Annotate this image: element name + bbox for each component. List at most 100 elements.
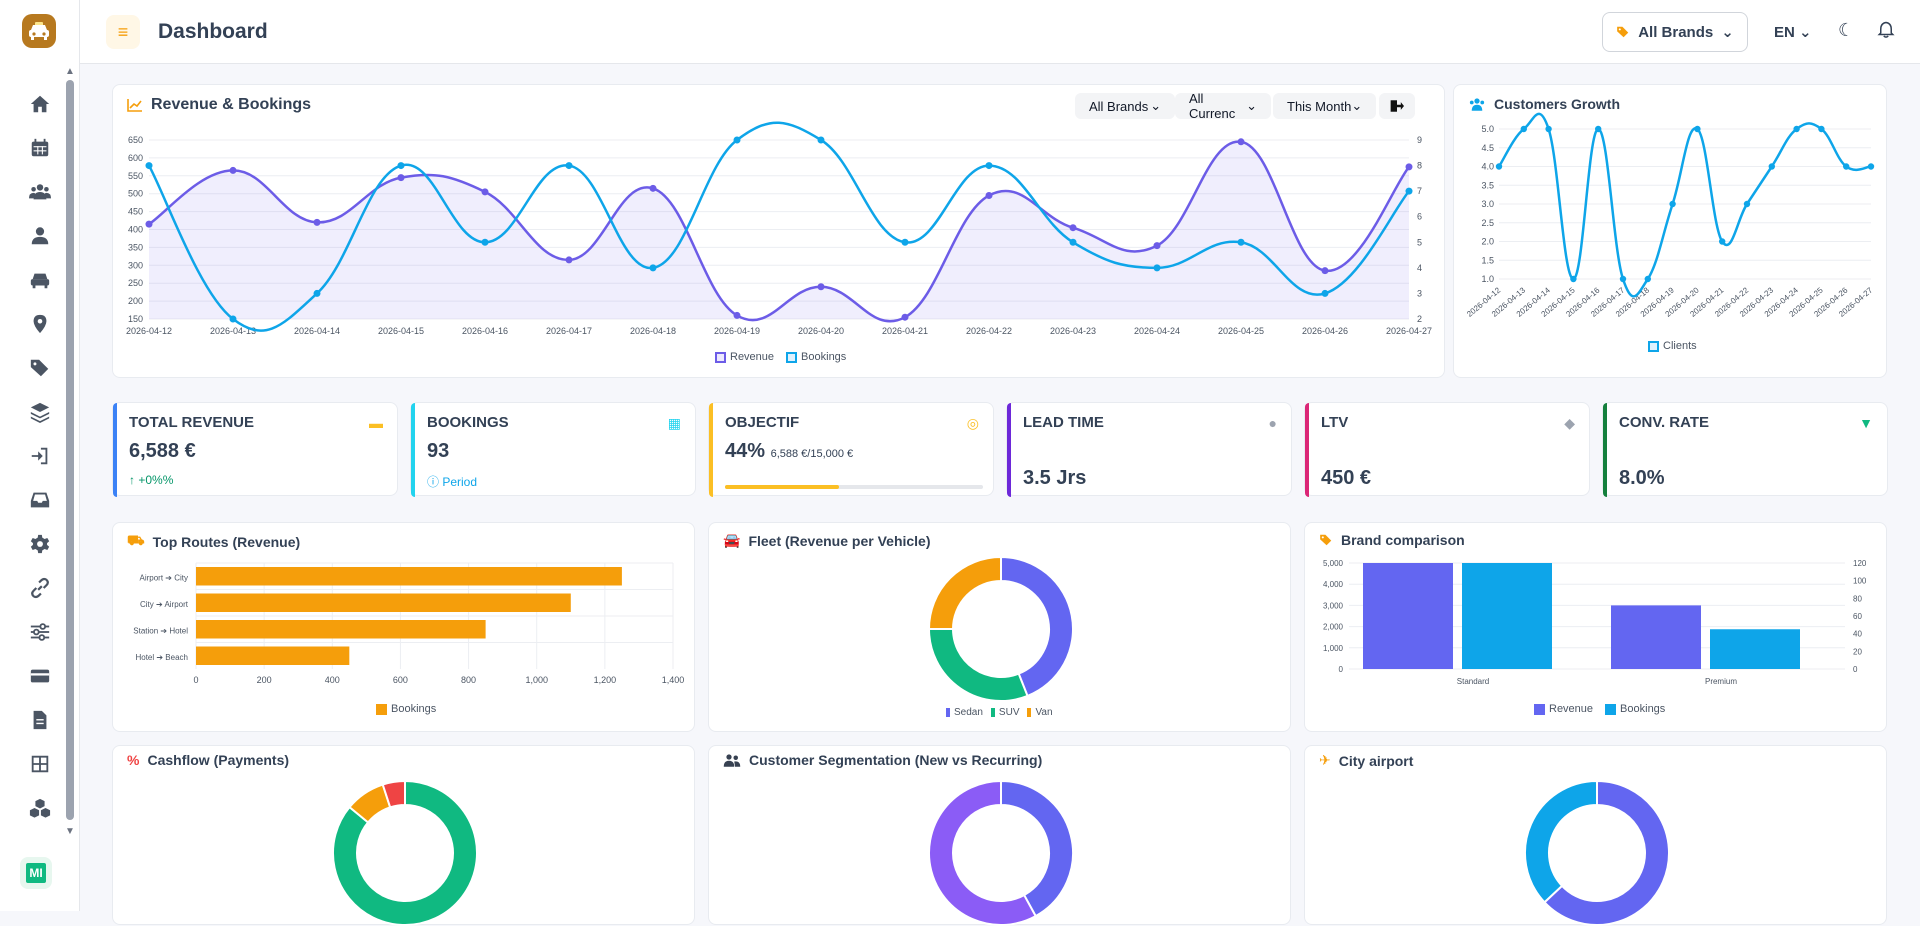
x-tick-label: Standard — [1457, 677, 1489, 686]
sidebar-item-vehicles[interactable] — [0, 258, 80, 302]
legend-bookings[interactable]: Bookings — [1605, 703, 1665, 715]
legend-bookings[interactable]: Bookings — [376, 703, 436, 715]
line-chart-icon — [127, 99, 142, 112]
legend-clients[interactable]: Clients — [1648, 340, 1697, 352]
donut-slice — [927, 555, 1002, 630]
sidebar-item-layers[interactable] — [0, 390, 80, 434]
legend-bookings[interactable]: Bookings — [786, 351, 846, 363]
x-tick-label: 2026-04-20 — [798, 326, 844, 336]
legend-van[interactable]: Van — [1027, 707, 1053, 718]
sidebar-item-inbox[interactable] — [0, 478, 80, 522]
revenue-point — [1405, 163, 1413, 171]
export-button[interactable] — [1379, 93, 1415, 119]
legend-revenue[interactable]: Revenue — [715, 351, 774, 363]
avatar[interactable]: MI — [20, 857, 52, 889]
revenue-bar — [1363, 563, 1453, 669]
sidebar-item-home[interactable] — [0, 82, 80, 126]
brand-comparison-card: Brand comparison 0 1,000 2,000 3,000 4,000 5,… — [1304, 522, 1887, 732]
filter-brands-dropdown[interactable]: All Brands ⌄ — [1075, 93, 1176, 119]
y-tick-label-left: 200 — [128, 296, 143, 306]
sidebar-item-settings[interactable] — [0, 522, 80, 566]
x-tick-label: 2026-04-25 — [1218, 326, 1264, 336]
sidebar-nav — [0, 82, 80, 830]
sliders-icon — [30, 623, 50, 641]
bookings-bar — [1710, 629, 1800, 669]
x-tick-label: 2026-04-18 — [630, 326, 676, 336]
clients-point — [1545, 125, 1552, 133]
x-tick-label: 1,200 — [594, 675, 617, 685]
fleet-card: 🚘 Fleet (Revenue per Vehicle) Sedan SUV V… — [708, 522, 1291, 732]
revenue-point — [901, 313, 909, 321]
clients-point — [1743, 200, 1751, 208]
clients-point — [1843, 163, 1850, 170]
y-tick-label-left: 150 — [128, 314, 143, 324]
filter-currency-dropdown[interactable]: All Currenc ⌄ — [1175, 93, 1271, 119]
revenue-point — [817, 283, 825, 291]
sidebar-item-grid[interactable] — [0, 742, 80, 786]
x-tick-label: 400 — [325, 675, 340, 685]
moon-icon[interactable]: ☾ — [1838, 20, 1855, 40]
sidebar-item-brands[interactable] — [0, 346, 80, 390]
chevron-down-icon: ⌄ — [1799, 24, 1812, 41]
sidebar-item-sliders[interactable] — [0, 610, 80, 654]
bell-icon[interactable] — [1877, 20, 1895, 45]
y-tick-label-right: 20 — [1853, 647, 1862, 656]
sidebar-item-locations[interactable] — [0, 302, 80, 346]
users-icon — [29, 184, 51, 200]
legend-suv[interactable]: SUV — [990, 707, 1019, 718]
cubes-icon — [29, 798, 51, 818]
legend-sedan[interactable]: Sedan — [946, 707, 983, 718]
filter-period-dropdown[interactable]: This Month ⌄ — [1273, 93, 1377, 119]
kpi-lead-time: LEAD TIME ● 3.5 Jrs — [1006, 402, 1292, 497]
customers-growth-card: Customers Growth 1.0 1.5 2.0 2.5 3.0 3.5 4.0 4.… — [1453, 84, 1887, 378]
car-icon — [30, 273, 50, 289]
menu-toggle-button[interactable]: ≡ — [106, 15, 140, 49]
sidebar-item-calendar[interactable] — [0, 126, 80, 170]
y-tick-label: 4.5 — [1481, 143, 1494, 153]
brand-filter-dropdown[interactable]: All Brands ⌄ — [1602, 12, 1748, 52]
location-icon — [33, 314, 47, 334]
bookings-point — [649, 264, 657, 272]
sidebar-item-sign-in[interactable] — [0, 434, 80, 478]
clients-point — [1495, 163, 1503, 170]
x-tick-label: 2026-04-24 — [1134, 326, 1180, 336]
x-tick-label: 1,400 — [662, 675, 685, 685]
donut-slice — [1524, 779, 1598, 904]
x-tick-label: 2026-04-26 — [1302, 326, 1348, 336]
sidebar-item-drivers[interactable] — [0, 214, 80, 258]
legend-revenue[interactable]: Revenue — [1534, 703, 1593, 715]
scroll-down-arrow[interactable]: ▼ — [65, 826, 75, 837]
clients-point — [1694, 125, 1701, 133]
kpi-accent — [709, 403, 713, 497]
donut-slice — [1000, 779, 1074, 918]
y-tick-label-right: 8 — [1417, 161, 1422, 171]
sidebar-item-documents[interactable] — [0, 698, 80, 742]
fleet-legend: Sedan SUV Van — [946, 707, 1053, 718]
sidebar-item-links[interactable] — [0, 566, 80, 610]
cashflow-card: % Cashflow (Payments) — [112, 745, 695, 926]
sidebar-item-modules[interactable] — [0, 786, 80, 830]
y-tick-label-right: 40 — [1853, 630, 1862, 639]
kpi-accent — [113, 403, 117, 497]
revenue-point — [1321, 267, 1329, 275]
kpi-trend: ↑ +0%% — [129, 473, 174, 487]
bookings-point — [313, 289, 321, 297]
revenue-point — [649, 184, 657, 192]
taxi-logo[interactable] — [22, 14, 56, 48]
bookings-point — [817, 136, 825, 144]
gear-icon — [30, 534, 50, 554]
segmentation-donut-chart — [928, 779, 1074, 926]
users-icon — [1469, 98, 1485, 111]
folder-icon: ▬ — [369, 415, 383, 431]
language-selector[interactable]: EN ⌄ — [1774, 23, 1812, 41]
y-tick-label: 4.0 — [1481, 162, 1494, 172]
sidebar-scrollbar[interactable] — [66, 80, 74, 820]
sidebar-item-payments[interactable] — [0, 654, 80, 698]
topbar: ≡ Dashboard All Brands ⌄ EN ⌄ ☾ — [80, 0, 1920, 64]
sidebar-item-clients[interactable] — [0, 170, 80, 214]
page-title: Dashboard — [158, 20, 268, 43]
clients-point — [1644, 275, 1651, 283]
y-tick-label-left: 1,000 — [1323, 644, 1344, 653]
scroll-up-arrow[interactable]: ▲ — [65, 66, 75, 77]
top-routes-title: ⛟ Top Routes (Revenue) — [127, 532, 301, 550]
